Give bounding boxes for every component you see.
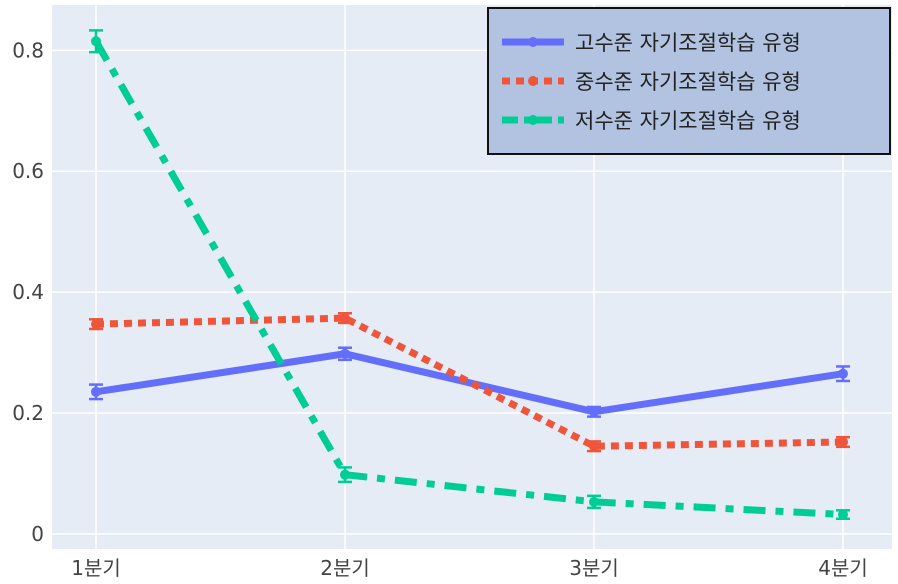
series-3	[89, 29, 850, 521]
data-point	[91, 319, 101, 330]
legend-label: 고수준 자기조절학습 유형	[575, 31, 801, 55]
legend-label: 저수준 자기조절학습 유형	[575, 109, 801, 133]
y-tick-label: 0	[31, 522, 44, 546]
x-tick-label: 3분기	[569, 556, 619, 580]
data-point	[91, 386, 101, 397]
legend-box	[487, 7, 891, 155]
data-point	[589, 441, 599, 452]
legend-label: 중수준 자기조절학습 유형	[575, 70, 801, 94]
legend-item[interactable]: 고수준 자기조절학습 유형	[502, 31, 801, 55]
data-point	[340, 348, 350, 359]
y-tick-label: 0.2	[12, 401, 44, 425]
data-point	[838, 509, 848, 520]
legend-marker	[528, 115, 538, 125]
x-axis-ticks: 1분기 2분기 3분기 4분기	[71, 556, 868, 580]
series-1	[89, 346, 850, 418]
data-point	[838, 368, 848, 379]
y-tick-label: 0.4	[12, 280, 44, 304]
y-tick-label: 0.6	[12, 159, 44, 183]
data-point	[589, 496, 599, 507]
y-tick-label: 0.8	[12, 38, 44, 62]
data-point	[838, 437, 848, 448]
legend-marker	[528, 37, 538, 47]
series-line	[95, 350, 844, 416]
series-layer	[89, 29, 850, 521]
data-point	[340, 469, 350, 480]
y-axis-ticks: 0 0.2 0.4 0.6 0.8	[12, 38, 44, 546]
data-point	[589, 406, 599, 417]
data-point	[340, 313, 350, 324]
x-tick-label: 4분기	[818, 556, 868, 580]
x-tick-label: 2분기	[320, 556, 370, 580]
x-tick-label: 1분기	[71, 556, 121, 580]
data-point	[91, 36, 101, 47]
legend-marker	[528, 76, 538, 86]
series-2	[89, 312, 850, 453]
legend-item[interactable]: 중수준 자기조절학습 유형	[502, 70, 801, 94]
legend-item[interactable]: 저수준 자기조절학습 유형	[502, 109, 801, 133]
